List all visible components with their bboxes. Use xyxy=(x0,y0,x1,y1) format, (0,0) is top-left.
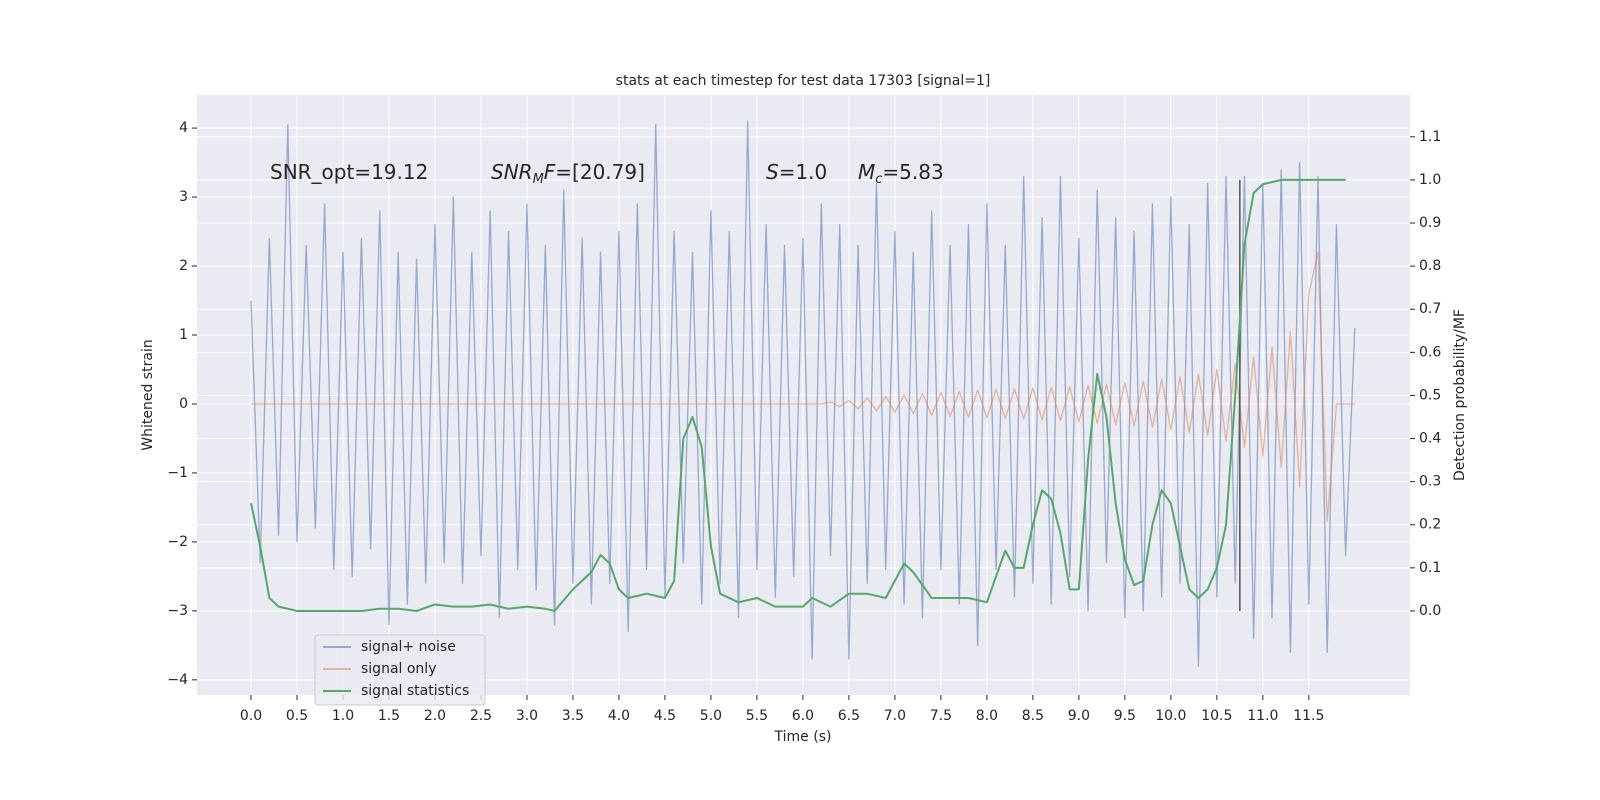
y2-tick-label: 0.1 xyxy=(1419,560,1441,576)
annotation-part: M xyxy=(533,172,544,187)
x-tick-label: 1.5 xyxy=(378,708,400,724)
y2-tick-label: 0.2 xyxy=(1419,517,1441,533)
x-tick-label: 2.5 xyxy=(470,708,492,724)
series-line xyxy=(250,251,1355,522)
x-tick-label: 7.0 xyxy=(884,708,906,724)
annotation-part: SNR xyxy=(491,160,533,184)
y2-tick-label: 0.8 xyxy=(1419,258,1441,274)
y2-tick-label: 0.3 xyxy=(1419,474,1441,490)
x-tick-label: 4.0 xyxy=(608,708,630,724)
x-tick-label: 4.5 xyxy=(654,708,676,724)
y-tick-label: −1 xyxy=(167,465,188,481)
x-tick-label: 6.5 xyxy=(838,708,860,724)
chart-title: stats at each timestep for test data 173… xyxy=(616,73,991,89)
annotation-part: =1.0 xyxy=(779,160,828,184)
annotation-part: S xyxy=(766,160,779,184)
x-tick-label: 10.0 xyxy=(1155,708,1186,724)
x-tick-label: 11.0 xyxy=(1247,708,1278,724)
y-tick-label: 1 xyxy=(179,327,188,343)
y2-tick-label: 1.0 xyxy=(1419,172,1441,188)
x-tick-label: 3.5 xyxy=(562,708,584,724)
y2-tick-label: 1.1 xyxy=(1419,129,1441,145)
y2-tick-label: 0.4 xyxy=(1419,431,1441,447)
legend-label: signal statistics xyxy=(361,683,469,699)
y-tick-label: 4 xyxy=(179,120,188,136)
x-tick-label: 0.0 xyxy=(240,708,262,724)
y-tick-label: 2 xyxy=(179,258,188,274)
annotation: SNRMF=[20.79] xyxy=(491,160,645,187)
x-tick-label: 5.5 xyxy=(746,708,768,724)
legend-box xyxy=(314,634,486,706)
x-tick-label: 0.5 xyxy=(286,708,308,724)
x-tick-label: 9.0 xyxy=(1068,708,1090,724)
x-axis-label: Time (s) xyxy=(774,729,832,745)
x-tick-label: 7.5 xyxy=(930,708,952,724)
x-tick-label: 1.0 xyxy=(332,708,354,724)
y2-tick-label: 0.7 xyxy=(1419,301,1441,317)
annotation-part: M xyxy=(858,160,875,184)
annotation-part: =5.83 xyxy=(882,160,943,184)
x-tick-label: 5.0 xyxy=(700,708,722,724)
annotation-part: c xyxy=(875,172,882,187)
y2-tick-label: 0.5 xyxy=(1419,387,1441,403)
x-tick-label: 2.0 xyxy=(424,708,446,724)
y2-axis-label: Detection probability/MF xyxy=(1452,309,1468,481)
x-tick-label: 3.0 xyxy=(516,708,538,724)
y-tick-label: −3 xyxy=(167,603,188,619)
x-tick-label: 8.5 xyxy=(1022,708,1044,724)
x-tick-label: 6.0 xyxy=(792,708,814,724)
annotation: Mc=5.83 xyxy=(858,160,944,187)
y-tick-label: 0 xyxy=(179,396,188,412)
legend-label: signal+ noise xyxy=(361,639,456,655)
legend-label: signal only xyxy=(361,661,436,677)
x-tick-label: 11.5 xyxy=(1293,708,1324,724)
series-line xyxy=(250,120,1356,667)
x-tick-label: 10.5 xyxy=(1201,708,1232,724)
series-line xyxy=(250,178,1346,612)
annotation: SNR_opt=19.12 xyxy=(270,160,428,184)
marks xyxy=(250,120,1356,667)
y-tick-label: 3 xyxy=(179,189,188,205)
y-tick-label: −2 xyxy=(167,534,188,550)
annotation: S=1.0 xyxy=(766,160,827,184)
annotation-part: SNR_opt=19.12 xyxy=(270,160,428,184)
annotation-part: F xyxy=(544,160,556,184)
x-tick-label: 8.0 xyxy=(976,708,998,724)
y2-tick-label: 0.0 xyxy=(1419,603,1441,619)
x-tick-label: 9.5 xyxy=(1114,708,1136,724)
y-tick-label: −4 xyxy=(167,672,188,688)
y2-tick-label: 0.6 xyxy=(1419,344,1441,360)
y-axis-label: Whitened strain xyxy=(140,339,156,450)
annotation-part: =[20.79] xyxy=(555,160,645,184)
y2-tick-label: 0.9 xyxy=(1419,215,1441,231)
